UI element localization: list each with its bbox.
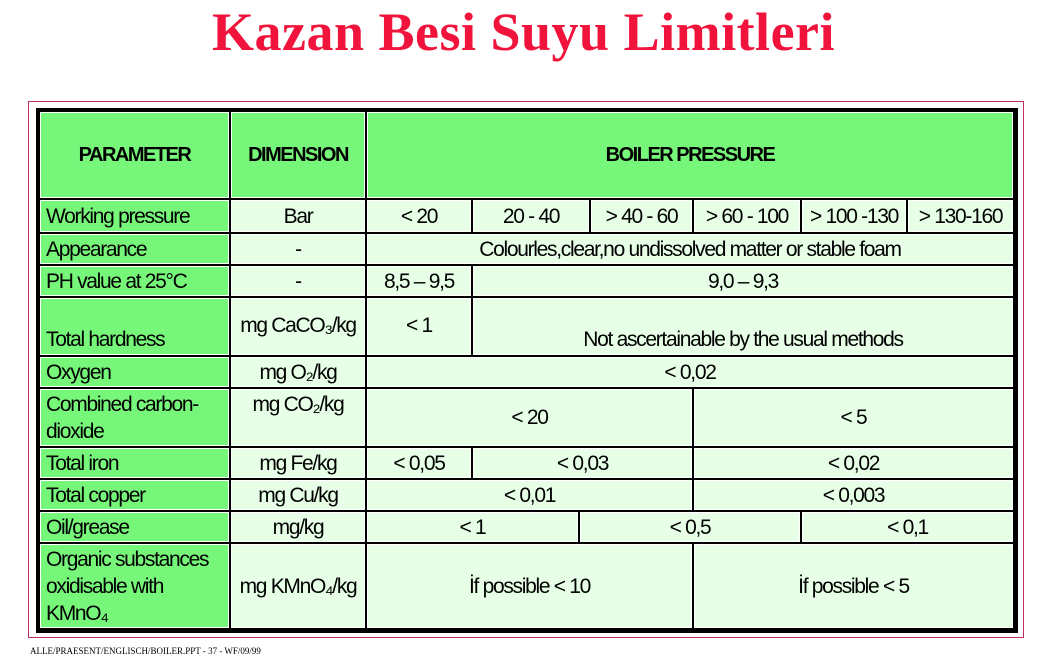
value-ph: 8,5 – 9,5 [366, 265, 472, 297]
param-appearance: Appearance [39, 233, 230, 265]
value-oxygen: < 0,02 [366, 356, 1014, 388]
limits-table: PARAMETER DIMENSION BOILER PRESSURE Work… [36, 108, 1018, 633]
header-boiler-pressure: BOILER PRESSURE [366, 111, 1014, 199]
value-hardness: Not ascertainable by the usual methods [472, 297, 1014, 356]
dim-hardness: mg CaCO₃/kg [230, 297, 366, 356]
dim-working-pressure: Bar [230, 199, 366, 233]
param-ph: PH value at 25°C [39, 265, 230, 297]
dim-iron: mg Fe/kg [230, 447, 366, 479]
dim-copper: mg Cu/kg [230, 479, 366, 511]
value-oil: < 1 [366, 511, 579, 543]
param-oxygen: Oxygen [39, 356, 230, 388]
value-hardness: < 1 [366, 297, 472, 356]
value-organic: İf possible < 5 [693, 543, 1014, 629]
pressure-range: > 60 - 100 [693, 199, 801, 233]
pressure-range: 20 - 40 [472, 199, 590, 233]
header-dimension: DIMENSION [230, 111, 366, 199]
param-organic: Organic substances oxidisable with KMnO₄ [39, 543, 230, 629]
value-appearance: Colourles,clear,no undissolved matter or… [366, 233, 1014, 265]
value-co2: < 20 [366, 388, 693, 447]
pressure-range: > 130-160 [907, 199, 1014, 233]
param-oil: Oil/grease [39, 511, 230, 543]
dim-organic: mg KMnO₄/kg [230, 543, 366, 629]
pressure-range: > 40 - 60 [590, 199, 693, 233]
param-co2: Combined carbon-dioxide [39, 388, 230, 447]
value-oil: < 0,1 [801, 511, 1014, 543]
slide-title: Kazan Besi Suyu Limitleri [211, 2, 836, 62]
param-hardness: Total hardness [39, 297, 230, 356]
value-iron: < 0,05 [366, 447, 472, 479]
dim-oil: mg/kg [230, 511, 366, 543]
value-iron: < 0,03 [472, 447, 693, 479]
param-working-pressure: Working pressure [39, 199, 230, 233]
slide-footer: ALLE/PRAESENT/ENGLISCH/BOILER.PPT - 37 -… [30, 646, 261, 656]
dim-ph: - [230, 265, 366, 297]
slide-frame [28, 101, 1024, 638]
value-iron: < 0,02 [693, 447, 1014, 479]
value-oil: < 0,5 [579, 511, 801, 543]
value-copper: < 0,01 [366, 479, 693, 511]
dim-appearance: - [230, 233, 366, 265]
value-copper: < 0,003 [693, 479, 1014, 511]
dim-co2: mg CO₂/kg [230, 388, 366, 447]
pressure-range: < 20 [366, 199, 472, 233]
header-parameter: PARAMETER [39, 111, 230, 199]
dim-oxygen: mg O₂/kg [230, 356, 366, 388]
pressure-range: > 100 -130 [801, 199, 907, 233]
value-organic: İf possible < 10 [366, 543, 693, 629]
param-iron: Total iron [39, 447, 230, 479]
value-ph: 9,0 – 9,3 [472, 265, 1014, 297]
param-copper: Total copper [39, 479, 230, 511]
value-co2: < 5 [693, 388, 1014, 447]
